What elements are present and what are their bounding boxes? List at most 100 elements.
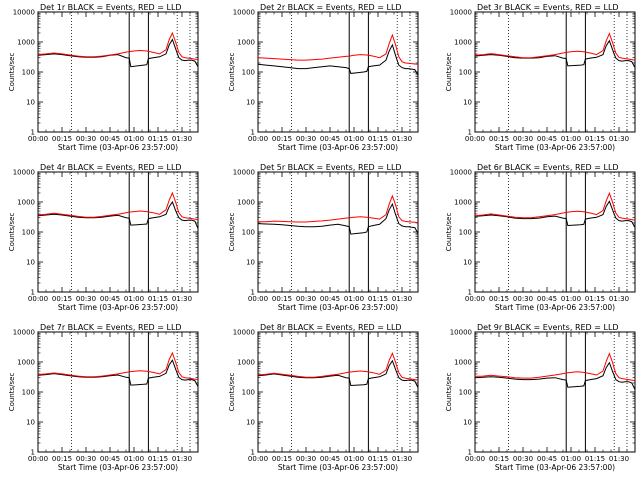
- x-tick-label: 01:30: [172, 295, 192, 303]
- y-tick-label: 10000: [233, 169, 255, 177]
- y-tick-label: 1: [468, 449, 472, 457]
- x-tick-label: 01:30: [172, 455, 192, 463]
- x-tick-label: 00:15: [272, 135, 292, 143]
- series-line-lld: [257, 33, 419, 65]
- plot-frame: [474, 11, 636, 133]
- x-tick-label: 01:30: [392, 455, 412, 463]
- x-tick-label: 00:00: [248, 295, 268, 303]
- y-tick-label: 10: [246, 419, 255, 427]
- x-tick-label: 01:00: [344, 295, 364, 303]
- x-axis-label: Start Time (03-Apr-06 23:57:00): [278, 143, 398, 152]
- y-tick-label: 1000: [17, 39, 35, 47]
- y-tick-label: 1000: [237, 359, 255, 367]
- x-tick-label: 01:15: [368, 455, 388, 463]
- x-tick-label: 00:30: [76, 135, 96, 143]
- y-tick-label: 1000: [17, 199, 35, 207]
- x-tick-label: 00:15: [272, 295, 292, 303]
- y-tick-label: 1000: [17, 359, 35, 367]
- plot-frame: [257, 11, 419, 133]
- series-line-events: [474, 200, 636, 228]
- y-tick-label: 1: [251, 129, 255, 137]
- plot-frame: [257, 171, 419, 293]
- x-tick-label: 00:30: [76, 295, 96, 303]
- panel-title: Det 5r BLACK = Events, RED = LLD: [260, 163, 402, 172]
- x-tick-label: 01:30: [609, 295, 629, 303]
- x-tick-label: 00:45: [100, 135, 120, 143]
- x-axis-label: Start Time (03-Apr-06 23:57:00): [495, 143, 615, 152]
- y-tick-label: 1: [31, 129, 35, 137]
- x-tick-label: 01:30: [609, 135, 629, 143]
- x-axis-label: Start Time (03-Apr-06 23:57:00): [495, 303, 615, 312]
- x-tick-label: 00:30: [76, 455, 96, 463]
- panel-9: Det 9r BLACK = Events, RED = LLD 1 10 100 10…: [445, 323, 636, 472]
- y-tick-label: 1: [251, 449, 255, 457]
- series-line-events: [257, 359, 419, 388]
- series-line-lld: [474, 32, 636, 61]
- plot-frame: [37, 11, 199, 133]
- panel-title: Det 7r BLACK = Events, RED = LLD: [40, 323, 182, 332]
- x-tick-label: 01:30: [172, 135, 192, 143]
- x-tick-label: 01:30: [392, 295, 412, 303]
- x-axis-label: Start Time (03-Apr-06 23:57:00): [58, 143, 178, 152]
- x-tick-label: 01:15: [148, 295, 168, 303]
- y-tick-label: 10: [26, 99, 35, 107]
- panel-title: Det 2r BLACK = Events, RED = LLD: [260, 3, 402, 12]
- y-tick-label: 100: [459, 229, 472, 237]
- y-tick-label: 10000: [450, 9, 472, 17]
- y-tick-label: 1: [31, 289, 35, 297]
- y-tick-label: 10: [246, 99, 255, 107]
- series-line-lld: [37, 31, 199, 61]
- x-tick-label: 00:30: [513, 455, 533, 463]
- x-tick-label: 00:45: [100, 295, 120, 303]
- y-tick-label: 1: [251, 289, 255, 297]
- y-tick-label: 10000: [450, 169, 472, 177]
- x-tick-label: 00:00: [248, 135, 268, 143]
- series-line-lld: [37, 351, 199, 381]
- y-tick-label: 100: [242, 389, 255, 397]
- series-line-events: [37, 38, 199, 68]
- x-tick-label: 01:00: [124, 455, 144, 463]
- x-tick-label: 01:15: [585, 135, 605, 143]
- y-tick-label: 100: [22, 389, 35, 397]
- y-axis-label: Counts/sec: [228, 213, 236, 252]
- x-tick-label: 00:00: [28, 295, 48, 303]
- y-tick-label: 10000: [450, 329, 472, 337]
- x-tick-label: 00:15: [272, 455, 292, 463]
- panel-2: Det 2r BLACK = Events, RED = LLD 1 10 100 10…: [228, 3, 419, 152]
- x-tick-label: 01:15: [585, 455, 605, 463]
- y-tick-label: 100: [459, 69, 472, 77]
- panel-1: Det 1r BLACK = Events, RED = LLD 1 10 100 10…: [8, 3, 199, 152]
- y-tick-label: 1: [31, 449, 35, 457]
- x-axis-label: Start Time (03-Apr-06 23:57:00): [278, 303, 398, 312]
- x-tick-label: 00:30: [296, 455, 316, 463]
- x-tick-label: 00:45: [537, 455, 557, 463]
- x-tick-label: 01:15: [368, 295, 388, 303]
- y-axis-label: Counts/sec: [445, 373, 453, 412]
- plot-frame: [257, 331, 419, 453]
- y-axis-label: Counts/sec: [445, 213, 453, 252]
- x-tick-label: 00:30: [513, 135, 533, 143]
- x-tick-label: 00:00: [28, 455, 48, 463]
- y-tick-label: 1: [468, 129, 472, 137]
- y-tick-label: 1000: [454, 39, 472, 47]
- panel-6: Det 6r BLACK = Events, RED = LLD 1 10 100 10…: [445, 163, 636, 312]
- y-tick-label: 1000: [237, 39, 255, 47]
- x-tick-label: 00:00: [248, 455, 268, 463]
- y-tick-label: 10000: [13, 9, 35, 17]
- y-tick-label: 10: [26, 259, 35, 267]
- x-tick-label: 01:00: [124, 295, 144, 303]
- x-tick-label: 01:15: [148, 135, 168, 143]
- series-line-lld: [258, 194, 419, 224]
- x-tick-label: 00:45: [100, 455, 120, 463]
- series-line-events: [37, 200, 199, 229]
- x-tick-label: 00:45: [320, 135, 340, 143]
- y-tick-label: 10: [463, 419, 472, 427]
- panel-title: Det 6r BLACK = Events, RED = LLD: [477, 163, 619, 172]
- plot-frame: [37, 331, 199, 453]
- x-tick-label: 01:00: [344, 135, 364, 143]
- x-tick-label: 01:15: [148, 455, 168, 463]
- plot-frame: [474, 331, 636, 453]
- y-tick-label: 100: [242, 69, 255, 77]
- panel-title: Det 3r BLACK = Events, RED = LLD: [477, 3, 619, 12]
- panel-7: Det 7r BLACK = Events, RED = LLD 1 10 100 10…: [8, 323, 199, 472]
